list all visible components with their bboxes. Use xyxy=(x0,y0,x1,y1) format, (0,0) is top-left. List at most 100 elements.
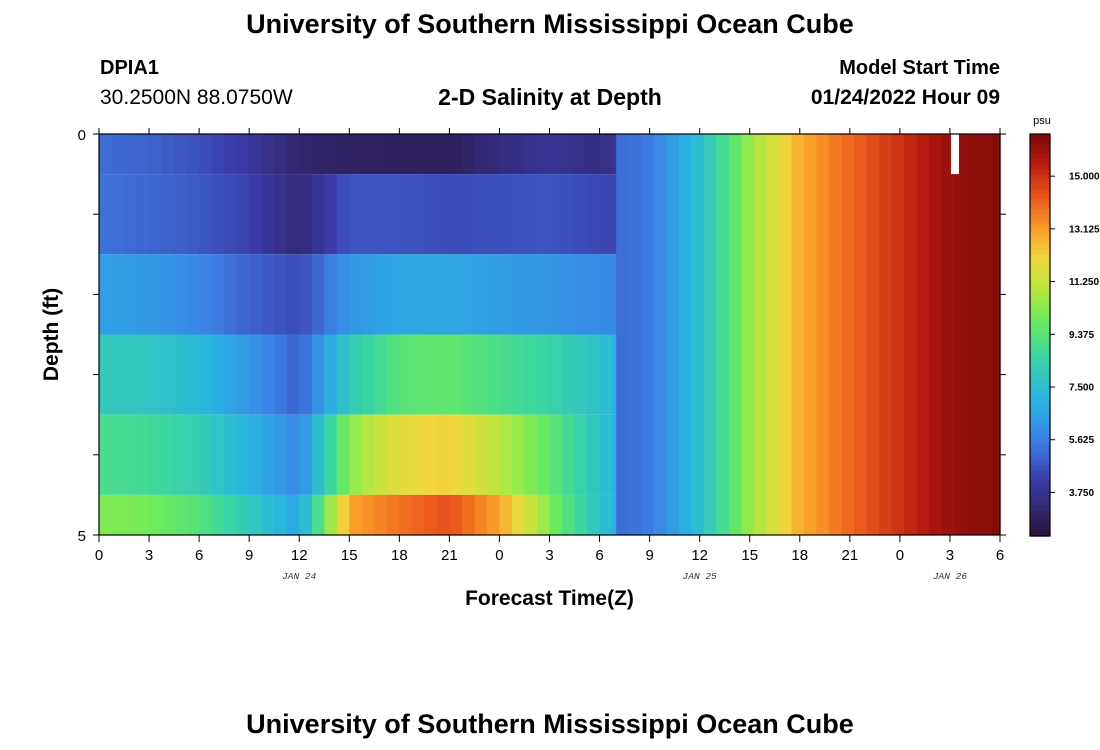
heatmap-cell xyxy=(599,134,613,175)
heatmap-cell xyxy=(599,174,613,255)
heatmap-cell xyxy=(324,414,338,495)
heatmap-cell xyxy=(236,334,250,415)
heatmap-cell xyxy=(249,414,263,495)
colorbar-segment xyxy=(1030,274,1050,281)
colorbar-segment xyxy=(1030,259,1050,266)
heatmap-cell xyxy=(374,414,388,495)
heatmap-cell xyxy=(161,174,175,255)
heatmap-cell xyxy=(386,254,400,335)
heatmap-cell xyxy=(274,414,288,495)
heatmap-cell xyxy=(511,414,526,495)
heatmap-cell xyxy=(236,254,250,335)
heatmap-cell xyxy=(562,414,576,495)
heatmap-cell xyxy=(349,414,363,495)
model-start-label: Model Start Time xyxy=(839,57,1000,79)
heatmap-cell xyxy=(236,134,250,175)
heatmap-cell xyxy=(449,334,463,415)
heatmap-cell xyxy=(574,494,588,535)
heatmap-cell xyxy=(186,174,200,255)
heatmap-cell xyxy=(599,494,613,535)
heatmap-cell xyxy=(274,174,288,255)
heatmap-cell xyxy=(549,254,563,335)
heatmap-cell xyxy=(361,494,375,535)
heatmap-cell xyxy=(149,134,163,175)
heatmap-cell xyxy=(249,174,263,255)
colorbar-segment xyxy=(1030,159,1050,165)
heatmap-cell xyxy=(386,174,400,255)
colorbar-segment xyxy=(1030,234,1050,241)
heatmap-cell xyxy=(124,494,138,535)
heatmap-cell xyxy=(524,254,538,335)
heatmap-cell xyxy=(161,334,175,415)
heatmap-cell xyxy=(386,134,400,175)
colorbar-segment xyxy=(1030,149,1050,155)
colorbar-segment xyxy=(1030,465,1050,472)
heatmap-cell xyxy=(524,494,538,535)
heatmap-cell xyxy=(311,414,325,495)
heatmap-cell xyxy=(436,414,450,495)
colorbar-segment xyxy=(1030,370,1050,376)
heatmap-cell xyxy=(199,334,213,415)
x-axis-label: Forecast Time(Z) xyxy=(465,587,634,610)
colorbar-segment xyxy=(1030,144,1050,150)
heatmap-cell xyxy=(299,174,313,255)
heatmap-cell xyxy=(349,174,363,255)
heatmap-cell xyxy=(599,414,613,495)
x-tick-label: 12 xyxy=(691,547,708,564)
colorbar-segment xyxy=(1030,410,1050,417)
colorbar-segment xyxy=(1030,309,1050,316)
heatmap-cell xyxy=(436,174,450,255)
colorbar-segment xyxy=(1030,294,1050,301)
heatmap-cell xyxy=(99,174,113,255)
colorbar-segment xyxy=(1030,284,1050,291)
colorbar-segment xyxy=(1030,500,1050,507)
heatmap-cell xyxy=(361,134,375,175)
heatmap-cell xyxy=(549,334,563,415)
heatmap-cell xyxy=(753,134,767,535)
heatmap-cell xyxy=(299,254,313,335)
heatmap-cell xyxy=(274,334,288,415)
heatmap-cell xyxy=(386,334,400,415)
colorbar-segment xyxy=(1030,445,1050,452)
heatmap-cell xyxy=(286,134,300,175)
heatmap-cell xyxy=(511,174,526,255)
heatmap-cell xyxy=(149,254,163,335)
colorbar-tick-label: 7.500 xyxy=(1069,383,1094,394)
colorbar-segment xyxy=(1030,455,1050,462)
colorbar-tick-label: 9.375 xyxy=(1069,330,1094,341)
colorbar-tick-label: 15.000 xyxy=(1069,172,1100,183)
heatmap-cell xyxy=(499,414,513,495)
heatmap-cell xyxy=(562,494,576,535)
heatmap-cell xyxy=(174,134,188,175)
heatmap-cell xyxy=(666,134,680,535)
heatmap-cell xyxy=(411,334,425,415)
heatmap-cell xyxy=(111,134,125,175)
heatmap-cell xyxy=(136,134,150,175)
heatmap-cell xyxy=(691,134,705,535)
heatmap-cell xyxy=(399,494,413,535)
heatmap-cell xyxy=(211,494,225,535)
heatmap-cell xyxy=(461,254,476,335)
colorbar-segment xyxy=(1030,189,1050,195)
colorbar-segment xyxy=(1030,340,1050,346)
heatmap-cell xyxy=(211,254,225,335)
heatmap-cell xyxy=(311,174,325,255)
heatmap-cell xyxy=(286,414,300,495)
heatmap-cell xyxy=(161,494,175,535)
heatmap-cell xyxy=(678,134,692,535)
heatmap-cell xyxy=(474,134,488,175)
heatmap-cell xyxy=(511,134,526,175)
colorbar-segment xyxy=(1030,480,1050,487)
heatmap-cell xyxy=(249,494,263,535)
heatmap-cell xyxy=(286,494,300,535)
colorbar-segment xyxy=(1030,335,1050,341)
colorbar-segment xyxy=(1030,199,1050,205)
heatmap-cell xyxy=(249,134,263,175)
colorbar-segment xyxy=(1030,505,1050,512)
colorbar-segment xyxy=(1030,209,1050,216)
colorbar-segment xyxy=(1030,460,1050,467)
heatmap-cell xyxy=(161,134,175,175)
heatmap-cell xyxy=(562,334,576,415)
date-label: JAN 25 xyxy=(683,571,718,582)
heatmap-cell xyxy=(549,414,563,495)
